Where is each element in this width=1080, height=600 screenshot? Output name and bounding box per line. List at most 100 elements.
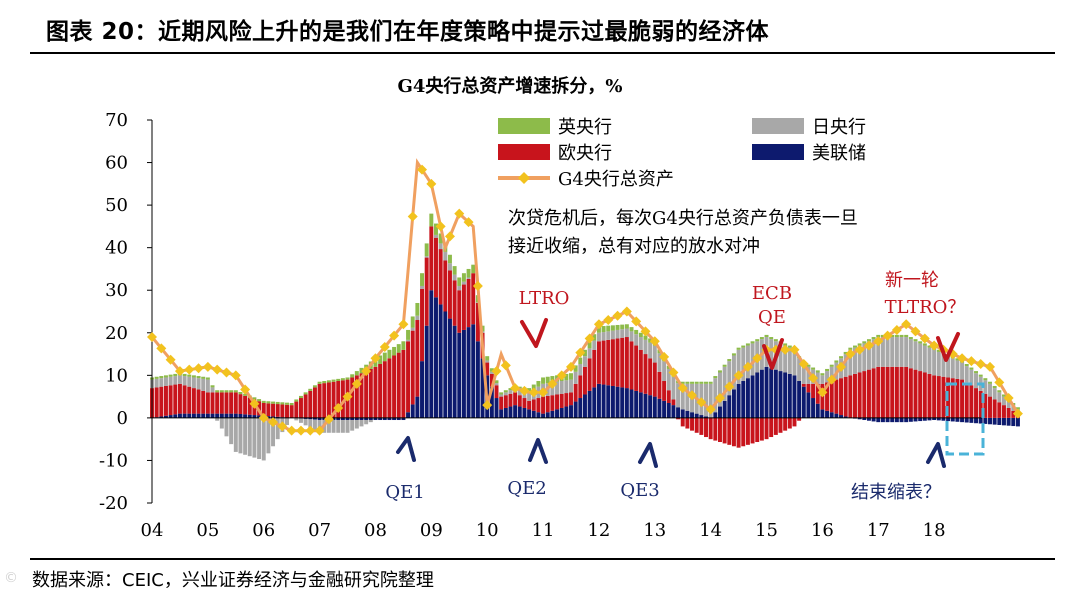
bar-boj bbox=[708, 383, 713, 418]
bar-ecb bbox=[559, 393, 564, 408]
bar-fed bbox=[238, 413, 243, 418]
bar-fed bbox=[932, 417, 937, 421]
bar-boe bbox=[727, 359, 732, 362]
bar-ecb bbox=[434, 237, 438, 298]
bar-ecb bbox=[676, 417, 681, 420]
bar-boe bbox=[927, 345, 932, 348]
x-tick-label: 04 bbox=[141, 520, 164, 541]
bar-boe bbox=[457, 277, 462, 286]
bar-boe bbox=[974, 371, 979, 374]
bar-ecb bbox=[801, 383, 806, 387]
bar-boj bbox=[904, 337, 909, 367]
x-tick-label: 13 bbox=[643, 520, 666, 541]
bar-boe bbox=[266, 401, 271, 404]
total-point bbox=[733, 370, 744, 381]
bar-ecb bbox=[587, 358, 592, 391]
bar-fed bbox=[606, 385, 611, 418]
bar-boe bbox=[606, 325, 611, 332]
total-point bbox=[361, 366, 372, 377]
bar-boe bbox=[755, 339, 760, 342]
total-point bbox=[500, 360, 511, 371]
bar-boj bbox=[308, 419, 313, 428]
bar-boj bbox=[731, 355, 736, 390]
bar-boe bbox=[853, 345, 857, 348]
bar-fed bbox=[671, 405, 676, 418]
total-line-layer bbox=[147, 158, 1023, 436]
bar-ecb bbox=[233, 392, 238, 414]
bar-ecb bbox=[825, 382, 830, 411]
bar-boj bbox=[624, 328, 629, 338]
bar-fed bbox=[871, 417, 876, 422]
bar-ecb bbox=[657, 371, 662, 399]
x-tick-label: 14 bbox=[699, 520, 722, 541]
bar-ecb bbox=[755, 417, 760, 443]
legend-marker-total bbox=[518, 172, 530, 184]
bar-ecb bbox=[271, 403, 276, 417]
bar-ecb bbox=[471, 273, 476, 325]
bar-ecb bbox=[797, 417, 802, 421]
bar-fed bbox=[685, 410, 690, 418]
bar-fed bbox=[382, 417, 387, 421]
bar-boj bbox=[825, 371, 830, 383]
bar-ecb bbox=[359, 373, 364, 418]
bar-fed bbox=[247, 414, 252, 418]
total-point bbox=[538, 387, 549, 398]
bar-fed bbox=[499, 409, 504, 418]
qe1-arrow bbox=[396, 436, 416, 462]
total-point bbox=[156, 343, 167, 354]
bar-ecb bbox=[489, 373, 494, 387]
bar-ecb bbox=[941, 376, 946, 418]
total-point bbox=[929, 340, 940, 351]
bar-boj bbox=[997, 392, 1002, 403]
total-point bbox=[184, 364, 195, 375]
bar-fed bbox=[443, 311, 448, 418]
bar-ecb bbox=[513, 392, 518, 406]
bar-fed bbox=[243, 414, 248, 418]
bar-ecb bbox=[350, 377, 355, 418]
bar-boj bbox=[364, 420, 369, 425]
bar-ecb bbox=[643, 354, 648, 394]
bar-boe bbox=[280, 402, 285, 405]
bar-boj bbox=[769, 339, 774, 369]
bar-ecb bbox=[671, 399, 676, 406]
bar-ecb bbox=[913, 369, 918, 418]
bar-boj bbox=[792, 349, 797, 376]
bar-boe bbox=[154, 376, 159, 379]
bar-ecb bbox=[261, 402, 266, 416]
bar-ecb bbox=[899, 366, 904, 418]
bar-boe bbox=[541, 377, 546, 384]
bar-boe bbox=[187, 374, 192, 377]
bar-boj bbox=[783, 345, 788, 373]
bar-boj bbox=[704, 383, 708, 417]
bar-ecb bbox=[992, 399, 997, 418]
bar-boe bbox=[825, 368, 830, 372]
bar-boe bbox=[508, 388, 513, 391]
bar-boe bbox=[387, 349, 392, 359]
total-point bbox=[863, 340, 874, 351]
bar-ecb bbox=[927, 373, 932, 418]
bar-boj bbox=[620, 329, 625, 338]
bar-fed bbox=[825, 410, 830, 418]
bar-fed bbox=[578, 398, 583, 418]
bar-boj bbox=[187, 376, 192, 387]
bar-fed bbox=[997, 417, 1002, 425]
bar-fed bbox=[345, 417, 350, 421]
bar-ecb bbox=[317, 383, 322, 418]
bar-boj bbox=[969, 369, 974, 386]
bar-ecb bbox=[243, 395, 248, 415]
bar-boe bbox=[839, 356, 844, 359]
bar-fed bbox=[392, 417, 397, 421]
tltro-label-1: 新一轮 bbox=[885, 270, 939, 291]
bar-ecb bbox=[461, 284, 466, 330]
bar-boj bbox=[517, 389, 522, 396]
bar-fed bbox=[503, 407, 508, 418]
bar-ecb bbox=[154, 387, 159, 418]
bar-boj bbox=[820, 375, 825, 384]
bar-boj bbox=[420, 285, 425, 289]
bar-fed bbox=[745, 378, 750, 418]
y-tick-label: -10 bbox=[99, 450, 128, 471]
bar-boj bbox=[257, 417, 262, 460]
bar-boe bbox=[168, 374, 173, 377]
bar-ecb bbox=[410, 330, 415, 405]
total-point bbox=[351, 378, 362, 389]
